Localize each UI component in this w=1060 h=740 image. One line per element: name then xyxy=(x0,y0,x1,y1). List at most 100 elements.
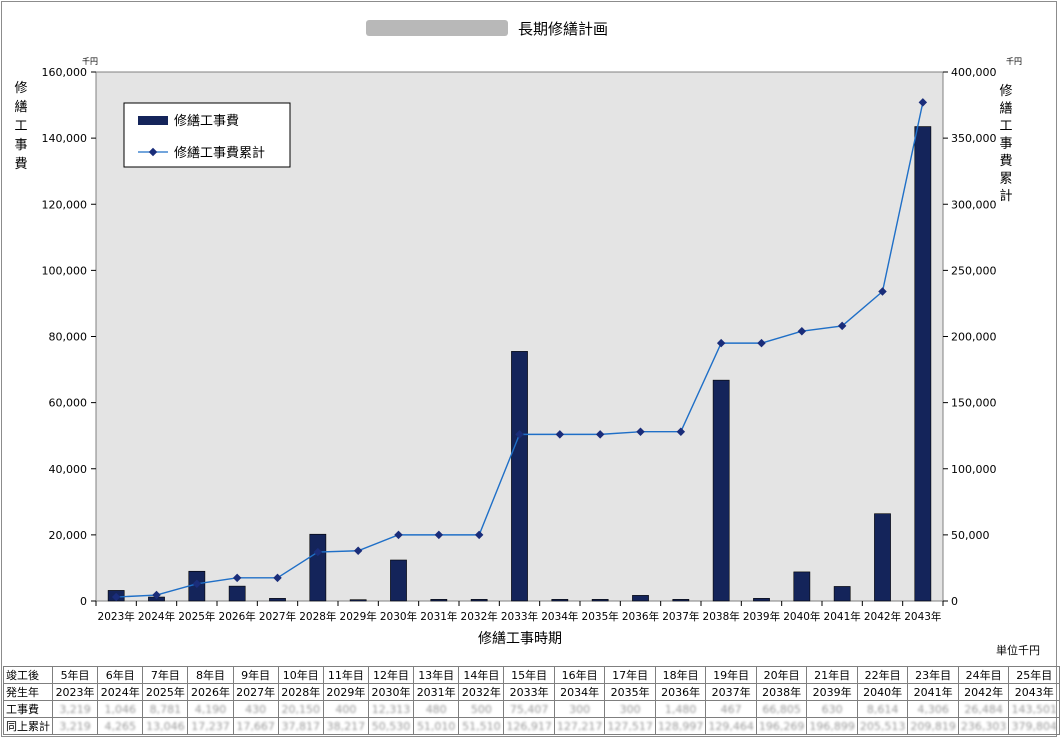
table-cell: 15年目 xyxy=(503,666,555,684)
table-cell: 2033年 xyxy=(503,683,555,701)
cost-table: 竣工後 5年目 6年目 7年目 8年目 9年目 10年目 11年目 12年目 13年目 14年目 15… xyxy=(3,666,1060,735)
axis-title-char: 事 xyxy=(14,138,27,153)
table-cell: 12,313 xyxy=(367,700,415,718)
right-tick-label: 100,000 xyxy=(951,463,997,476)
x-tick-label: 2042年 xyxy=(864,610,901,623)
table-cell: 2040年 xyxy=(856,683,909,701)
table-cell: 2034年 xyxy=(553,683,606,701)
right-tick-label: 200,000 xyxy=(951,331,997,344)
table-cell: 16年目 xyxy=(553,666,606,684)
right-axis-unit: 千円 xyxy=(1006,56,1022,66)
right-tick-label: 300,000 xyxy=(951,198,997,211)
bar xyxy=(712,379,730,602)
x-tick-label: 2033年 xyxy=(501,610,538,623)
table-cell: 2026年 xyxy=(187,683,234,701)
table-cell: 11年目 xyxy=(322,666,369,684)
left-tick-label: 40,000 xyxy=(49,463,88,476)
table-cell: 205,513 xyxy=(856,717,909,735)
left-tick-label: 100,000 xyxy=(42,264,88,277)
right-tick-label: 150,000 xyxy=(951,397,997,410)
x-tick-label: 2028年 xyxy=(299,610,336,623)
table-cell: 51,010 xyxy=(413,717,460,735)
line-point xyxy=(515,430,524,439)
table-cell: 467 xyxy=(705,700,757,718)
table-cell: 2030年 xyxy=(367,683,415,701)
table-cell: 14年目 xyxy=(458,666,505,684)
bar xyxy=(874,513,891,602)
x-axis-ticks: 2023年 2024年 2025年 2026年 2027年 2028年 2029年 2030年… xyxy=(95,601,944,623)
table-cell: 51,510 xyxy=(458,717,505,735)
x-tick-label: 2025年 xyxy=(178,610,215,623)
axis-title-char: 累 xyxy=(999,172,1012,187)
bar xyxy=(309,533,327,602)
bar-series xyxy=(107,126,932,602)
bar xyxy=(632,595,649,602)
right-tick-label: 350,000 xyxy=(951,132,997,145)
table-cell: 2038年 xyxy=(755,683,808,701)
table-cell: 2027年 xyxy=(232,683,279,701)
x-tick-label: 2043年 xyxy=(904,610,941,623)
bar xyxy=(793,571,811,602)
table-cell: 24年目 xyxy=(957,666,1010,684)
axis-title-char: 繕 xyxy=(14,99,27,115)
table-cell: 2028年 xyxy=(277,683,324,701)
redacted-property-name xyxy=(366,20,508,36)
bar xyxy=(390,559,407,602)
table-row: 竣工後 5年目 6年目 7年目 8年目 9年目 10年目 11年目 12年目 13年目 14年目 15… xyxy=(3,666,1060,684)
table-cell: 17,667 xyxy=(232,717,279,735)
table-cell: 9年目 xyxy=(232,666,279,684)
axis-title-char: 工 xyxy=(14,119,27,134)
table-cell: 20年目 xyxy=(755,666,808,684)
x-tick-label: 2026年 xyxy=(219,610,256,623)
line-point xyxy=(394,530,403,540)
left-axis-title: 修繕工事費 xyxy=(14,81,27,172)
right-tick-label: 400,000 xyxy=(951,66,997,79)
bar xyxy=(430,599,448,602)
x-tick-label: 2040年 xyxy=(783,610,820,623)
legend-bar-label: 修繕工事費 xyxy=(174,113,239,129)
table-cell: 500 xyxy=(458,700,505,718)
x-tick-label: 2035年 xyxy=(582,610,619,623)
table-cell: 430 xyxy=(232,700,279,718)
legend-bar-swatch xyxy=(138,116,168,125)
axis-title-char: 修 xyxy=(14,81,27,96)
table-cell: 4,190 xyxy=(187,700,234,718)
right-axis-ticks: 0 50,000 100,000 150,000 200,000 250,000 300,0… xyxy=(943,66,997,608)
table-cell: 8,614 xyxy=(856,700,909,718)
table-cell: 13年目 xyxy=(413,666,460,684)
x-tick-label: 2037年 xyxy=(662,610,699,623)
table-cell: 2039年 xyxy=(806,683,858,701)
table-cell: 13,046 xyxy=(142,717,189,735)
left-tick-label: 160,000 xyxy=(42,66,88,79)
table-cell: 12年目 xyxy=(367,666,415,684)
table-unit-label: 単位千円 xyxy=(996,644,1040,657)
axis-title-char: 工 xyxy=(999,119,1012,134)
bar xyxy=(914,126,932,602)
line-point xyxy=(353,546,363,555)
table-cell: 209,819 xyxy=(907,717,959,735)
table-cell: 400 xyxy=(322,700,369,718)
x-tick-label: 2031年 xyxy=(420,610,457,623)
table-cell: 23年目 xyxy=(907,666,959,684)
table-cell: 129,464 xyxy=(705,717,757,735)
table-cell: 630 xyxy=(806,700,858,718)
legend[interactable]: 修繕工事費 修繕工事費累計 xyxy=(123,102,291,168)
bar xyxy=(269,598,286,602)
table-cell: 38,217 xyxy=(322,717,369,735)
bar xyxy=(591,599,609,602)
line-point xyxy=(878,287,887,296)
table-cell: 18年目 xyxy=(654,666,707,684)
line-point xyxy=(716,338,726,348)
line-point xyxy=(636,427,645,436)
table-cell: 300 xyxy=(553,700,606,718)
axis-title-char: 修 xyxy=(999,84,1012,99)
legend-line-marker xyxy=(148,147,158,157)
x-tick-label: 2041年 xyxy=(824,610,861,623)
x-tick-label: 2034年 xyxy=(541,610,578,623)
table-row-header: 竣工後 xyxy=(3,666,53,684)
table-cell: 17,237 xyxy=(187,717,234,735)
table-row: 工事費 3,219 1,046 8,781 4,190 430 20,150 400 12,31… xyxy=(3,700,1060,718)
legend-line-label: 修繕工事費累計 xyxy=(174,145,265,161)
line-point xyxy=(313,547,323,557)
